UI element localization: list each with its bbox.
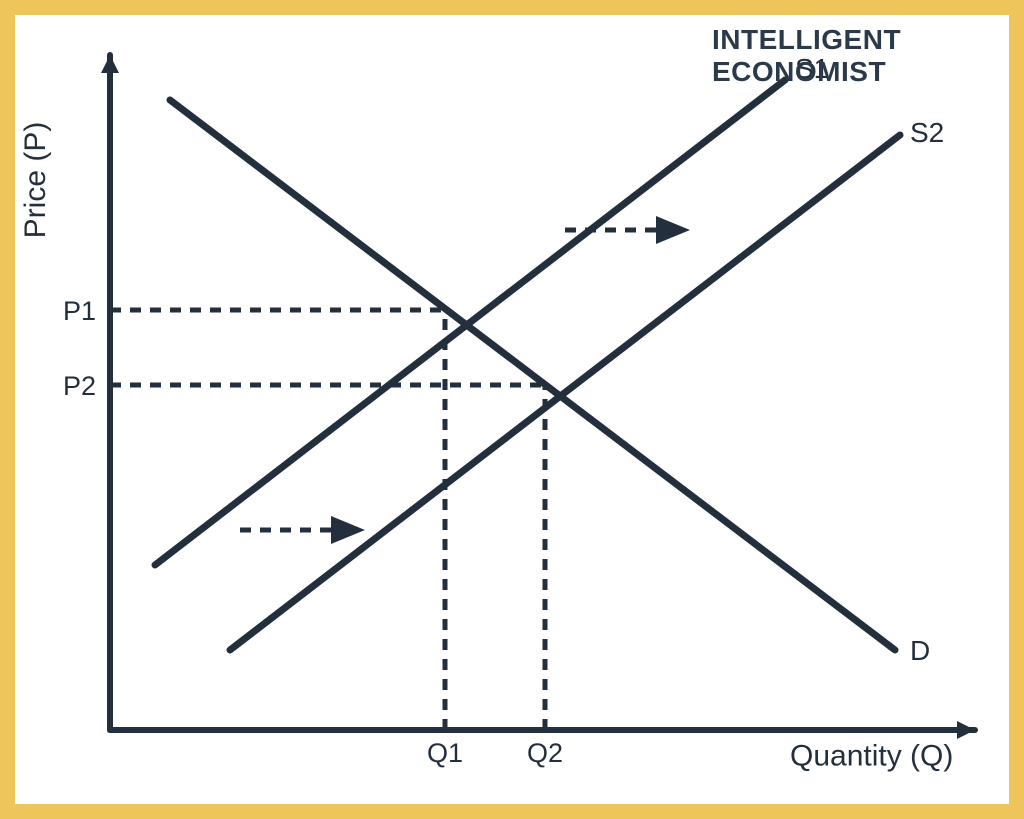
x-axis-arrowhead	[957, 721, 975, 739]
price-tick-e1: P1	[63, 296, 96, 326]
quantity-tick-e2: Q2	[527, 738, 563, 768]
price-tick-e2: P2	[63, 371, 96, 401]
curve-d	[170, 100, 895, 650]
curve-s2	[230, 135, 900, 650]
curve-label-d: D	[910, 635, 930, 666]
shift-arrow-head-0	[656, 216, 690, 244]
diagram-frame: DS1S2P1Q1P2Q2Quantity (Q)Price (P)INTELL…	[0, 0, 1024, 819]
curve-label-s2: S2	[910, 117, 944, 148]
shift-arrow-head-1	[331, 516, 365, 544]
x-axis-label: Quantity (Q)	[790, 740, 953, 773]
y-axis-label: Price (P)	[19, 122, 52, 239]
y-axis-arrowhead	[101, 55, 119, 73]
quantity-tick-e1: Q1	[427, 738, 463, 768]
brand-wordmark: INTELLIGENT ECONOMIST	[712, 24, 1009, 88]
plot-svg: DS1S2P1Q1P2Q2Quantity (Q)Price (P)	[0, 0, 1024, 819]
